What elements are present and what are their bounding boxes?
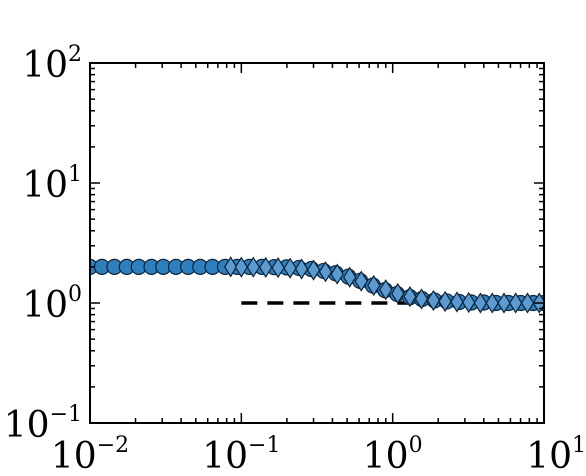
data-point-diamond (414, 288, 429, 310)
axes-frame (89, 62, 545, 424)
data-point-diamond (473, 292, 488, 314)
x-tick-label: 10−1 (202, 433, 280, 476)
data-point-diamond (234, 256, 249, 278)
x-tick-label: 101 (526, 433, 586, 476)
y-tick-label: 100 (22, 282, 82, 326)
data-point-diamond (485, 292, 499, 314)
y-tick-label: 102 (22, 42, 82, 86)
data-point-diamond (223, 256, 238, 278)
data-point-diamond (508, 292, 523, 314)
data-point-diamond (438, 290, 452, 313)
data-point-diamond (354, 270, 368, 292)
y-tick-label: 101 (22, 162, 82, 206)
data-point-diamond (367, 274, 381, 297)
data-point-diamond (403, 286, 417, 308)
data-point-diamond (391, 282, 405, 305)
data-point-diamond (426, 289, 441, 312)
data-point-diamond (461, 291, 476, 314)
data-point-diamond (379, 279, 393, 301)
y-tick-label: 10−1 (4, 402, 82, 446)
x-tick-label: 10−2 (51, 433, 129, 476)
data-point-diamond (342, 266, 357, 288)
data-point-diamond (450, 291, 464, 313)
axis-ticks (89, 62, 545, 424)
plot-area (90, 256, 544, 314)
data-point-diamond (283, 257, 297, 279)
data-point-diamond (294, 258, 309, 280)
data-point-diamond (246, 256, 261, 278)
data-point-diamond (497, 292, 511, 314)
data-point-diamond (318, 261, 333, 283)
series-diamond (223, 256, 544, 314)
x-tick-label: 100 (363, 433, 423, 476)
data-point-diamond (259, 256, 273, 279)
data-point-diamond (520, 292, 535, 314)
data-point-diamond (271, 257, 285, 279)
data-point-diamond (306, 259, 321, 281)
data-point-diamond (330, 263, 344, 285)
